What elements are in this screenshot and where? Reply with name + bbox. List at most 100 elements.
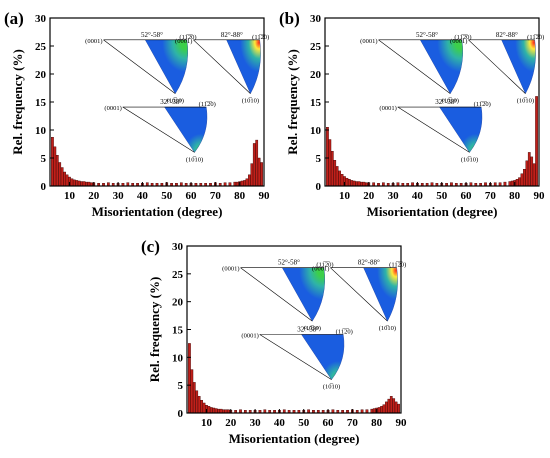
panel-a-xtick-label-70: 70 (210, 190, 222, 202)
panel-a-bar-14 (77, 180, 81, 187)
panel-b-inset-3-edge-bottom (397, 106, 470, 153)
panel-a-inset-1-label-0001: (0001) (85, 38, 102, 45)
panel-c-label: (c) (141, 237, 160, 256)
panel-b-chart: (b) 0 5 10 15 20 25 30 10 20 30 40 50 60 70 80 90 Misorie… (279, 9, 546, 219)
panel-b-bar-13 (350, 180, 354, 187)
panel-c-inset-1-label-0001: (0001) (222, 266, 239, 273)
panel-a-bar-82 (243, 180, 246, 187)
panel-a-inset-1-edge-bottom (103, 39, 176, 94)
panel-a-inset-2-label-0001: (0001) (175, 38, 192, 45)
panel-a-bar-89 (260, 162, 263, 187)
panel-c-xtick-label-30: 30 (250, 417, 262, 429)
panel-a-inset-2-label-11-20: (11̅2̅0) (252, 34, 269, 41)
panel-b-inset-3-range: 32°-38° (435, 98, 457, 106)
panel-c-ytick-label-30: 30 (172, 241, 184, 253)
panel-c-bar-5 (192, 382, 196, 414)
panel-b-inset-1-edge-bottom (378, 39, 451, 94)
panel-a-ytick-label-15: 15 (35, 97, 47, 109)
panel-b-bar-6 (333, 160, 337, 187)
panel-b-xtick-label-50: 50 (436, 190, 448, 202)
panel-b-xtick-label-90: 90 (534, 190, 546, 202)
panel-a-inset-3-fan (164, 106, 208, 153)
panel-a-xtick-label-40: 40 (137, 190, 149, 202)
panel-c-bar-87 (392, 398, 396, 414)
panel-c-bar-82 (380, 406, 383, 414)
panel-c-bar-3 (188, 343, 191, 414)
panel-a-bar-9 (65, 174, 69, 187)
panel-c-xlabel: Misorientation (degree) (229, 431, 360, 446)
panel-a-bar-5 (55, 154, 59, 187)
panel-c-bar-13 (212, 407, 216, 414)
panel-c-xtick-label-90: 90 (396, 417, 408, 429)
panel-b-bar-7 (335, 166, 339, 187)
panel-c-xtick-label-40: 40 (274, 417, 286, 429)
panel-a-inset-1: 52°-58°(0001)(11̅2̅0)(10̅10) (85, 31, 196, 105)
panel-b-xtick-label-10: 10 (339, 190, 351, 202)
panel-a-inset-1-label-10-10: (10̅10) (167, 98, 184, 105)
panel-c-ytick-label-20: 20 (172, 297, 184, 309)
panel-b-bar-83 (520, 173, 524, 187)
panel-a-xtick-label-20: 20 (88, 190, 100, 202)
panel-c-bar-8 (200, 399, 203, 414)
panel-a-label: (a) (4, 9, 24, 28)
panel-c-inset-2-label-0001: (0001) (312, 266, 329, 273)
panel-b-bar-14 (352, 180, 356, 187)
panel-b-inset-2-label-10-10: (10̅10) (517, 98, 534, 105)
panel-c-ytick-label-15: 15 (172, 325, 184, 337)
panel-a-inset-3-label-11-20: (11̅2̅0) (199, 101, 216, 108)
panel-c-inset-3: 32°-38° (0001) (11̅2̅0) (10̅10) (241, 326, 352, 391)
panel-b-inset-1-label-0001: (0001) (360, 38, 377, 45)
panel-b-xtick-label-70: 70 (485, 190, 497, 202)
panel-c-bar-14 (214, 408, 218, 414)
panel-b-inset-1-label-10-10: (10̅10) (442, 98, 459, 105)
panel-a-bar-86 (252, 143, 256, 187)
panel-c-inset-1-label-10-10: (10̅10) (304, 325, 321, 332)
panel-a-bar-11 (70, 178, 74, 187)
panel-c-ytick-label-0: 0 (178, 408, 184, 420)
panel-b-ytick-label-0: 0 (316, 181, 322, 193)
panel-a-xtick-label-10: 10 (64, 190, 76, 202)
panel-c-xtick-label-20: 20 (225, 417, 237, 429)
panel-a-xtick-label-30: 30 (113, 190, 125, 202)
panel-c-inset-2-label-11-20: (11̅2̅0) (389, 262, 406, 269)
panel-a-inset-1-fan (144, 39, 188, 94)
panel-a: (a) 0 5 10 15 20 25 30 10 20 30 40 50 60 70 80 90 Misorie… (0, 0, 275, 226)
panel-a-inset-3: 32°-38° (0001) (11̅2̅0) (10̅10) (104, 98, 215, 163)
panel-b-xlabel: Misorientation (degree) (367, 204, 498, 219)
panel-c-ytick-label-25: 25 (172, 269, 184, 281)
panel-a-inset-2-range: 82°-88° (221, 31, 243, 39)
panel-c-inset-3-label-11-20: (11̅2̅0) (336, 329, 353, 336)
panel-c-inset-3-fan (301, 334, 345, 380)
panel-b-inset-2-label-0001: (0001) (450, 38, 467, 45)
panel-c-inset-3-edge-bottom (259, 334, 332, 380)
panel-c-chart: (c) 0 5 10 15 20 25 30 10 20 30 40 50 60 70 80 90 Misorie… (141, 237, 408, 446)
panel-a-xtick-label-60: 60 (186, 190, 198, 202)
panel-a-bar-83 (245, 178, 249, 187)
panel-b-bar-87 (530, 156, 534, 187)
panel-a-xlabel: Misorientation (degree) (92, 204, 223, 219)
panel-b-bar-5 (330, 151, 334, 187)
panel-a-bar-6 (58, 162, 62, 187)
panel-a-bar-88 (257, 157, 261, 187)
panel-a-inset-3-label-10-10: (10̅10) (186, 156, 203, 163)
panel-b-bar-3 (326, 126, 329, 187)
panel-a-bar-84 (248, 174, 251, 187)
panel-b-inset-3-label-11-20: (11̅2̅0) (474, 101, 491, 108)
panel-b-inset-2: 82°-88° (0001) (11̅2̅0) (10̅10) (450, 31, 544, 105)
panel-c-bar-9 (202, 402, 206, 414)
panel-c-bar-85 (387, 398, 391, 414)
panel-b-ytick-label-10: 10 (310, 125, 322, 137)
panel-b-inset-2-fan (501, 39, 536, 95)
panel-a-bar-3 (51, 137, 54, 187)
panel-b-inset-2-range: 82°-88° (496, 31, 518, 39)
panel-c-inset-3-range: 32°-38° (297, 326, 319, 334)
panel-c-bar-86 (389, 396, 393, 414)
panel-a-inset-2: 82°-88°(0001)(11̅2̅0)(10̅10) (175, 31, 269, 105)
panel-b-bar-86 (527, 152, 531, 187)
panel-c-xtick-label-50: 50 (298, 417, 310, 429)
panel-b-xtick-label-80: 80 (509, 190, 521, 202)
panel-b: (b) 0 5 10 15 20 25 30 10 20 30 40 50 60 70 80 90 Misorie… (275, 0, 550, 226)
panel-c-bar-7 (197, 396, 201, 414)
panel-b-inset-3: 32°-38° (0001) (11̅2̅0) (10̅10) (379, 98, 490, 163)
